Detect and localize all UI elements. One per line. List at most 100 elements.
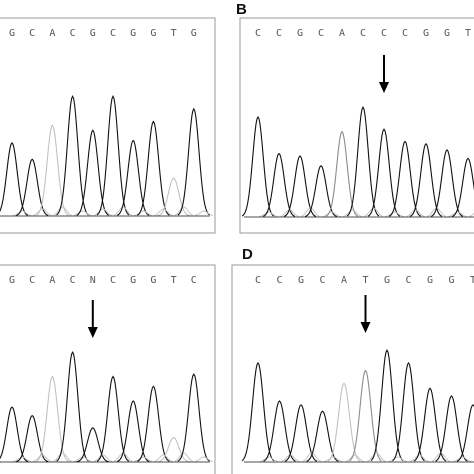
chromatogram-peak — [177, 107, 211, 216]
panel-c-traces — [0, 350, 214, 463]
chromatogram-peak — [0, 406, 29, 463]
background-signal — [53, 452, 72, 462]
chromatogram-peak — [116, 400, 150, 462]
chromatogram-peak — [456, 404, 474, 462]
background-signal — [53, 206, 72, 216]
base-call-letter: G — [448, 275, 454, 286]
chromatogram-peak — [451, 157, 474, 218]
base-call-letter: C — [276, 275, 282, 286]
base-call-letter: C — [70, 275, 76, 286]
chromatogram-peak — [392, 361, 425, 462]
panel-b-label: B — [236, 1, 247, 18]
panel-d: D C C G C A T G C G G T — [231, 246, 474, 474]
chromatogram-peak — [241, 115, 275, 217]
background-signal — [93, 454, 113, 462]
base-call-letter: C — [319, 275, 325, 286]
panel-a-traces — [0, 94, 214, 217]
base-call-letter: G — [130, 275, 136, 286]
base-call-letter: A — [49, 28, 55, 39]
chromatogram-peak — [304, 165, 338, 218]
base-call-letter: C — [110, 28, 116, 39]
panel-c-arrow — [87, 300, 98, 338]
background-signal — [33, 208, 52, 216]
base-call-letter: G — [423, 28, 429, 39]
arrow-head — [379, 82, 389, 93]
background-signal — [343, 209, 362, 217]
base-call-letter: G — [9, 275, 15, 286]
chromatogram-peak — [16, 414, 49, 463]
background-signal — [469, 212, 474, 217]
chromatogram-peak — [137, 120, 170, 216]
base-call-letter: T — [470, 275, 474, 286]
base-call-letter: C — [381, 28, 387, 39]
background-signal — [453, 456, 472, 463]
base-call-letter: G — [150, 28, 156, 39]
base-call-letter: T — [171, 28, 177, 39]
base-call-letter: C — [70, 28, 76, 39]
panel-b: B C C G C A C C C G G T — [236, 1, 474, 234]
background-signal — [134, 210, 153, 217]
base-call-letter: A — [339, 28, 345, 39]
chromatogram-peak — [76, 427, 109, 463]
base-call-letter: C — [255, 275, 261, 286]
base-call-letter: C — [318, 28, 324, 39]
chromatogram-peak — [36, 375, 69, 462]
chromatogram-peak — [56, 350, 89, 462]
base-call-letter: N — [90, 275, 96, 286]
background-signal — [174, 206, 193, 216]
base-call-letter: G — [384, 275, 390, 286]
panel-c-frame — [0, 264, 216, 474]
background-signal — [134, 456, 153, 463]
background-signal — [194, 456, 214, 463]
background-signal — [12, 456, 32, 463]
background-signal — [302, 452, 322, 462]
chromatogram-peak — [306, 410, 339, 462]
background-signal — [367, 452, 386, 462]
panel-b-traces — [241, 105, 474, 218]
base-call-letter: C — [402, 28, 408, 39]
background-signal — [364, 207, 383, 217]
background-signal — [194, 210, 214, 217]
arrow-head — [360, 322, 371, 333]
base-call-letter: T — [171, 275, 177, 286]
base-call-letter: C — [405, 275, 411, 286]
base-call-letter: T — [465, 28, 471, 39]
chromatogram-peak — [157, 177, 190, 217]
base-call-letter: C — [110, 275, 116, 286]
base-call-letter: G — [191, 28, 197, 39]
background-signal — [448, 211, 467, 218]
background-signal — [410, 454, 429, 462]
base-call-letter: G — [130, 28, 136, 39]
panel-d-arrow — [360, 295, 371, 333]
arrow-head — [87, 327, 98, 338]
base-call-letter: T — [362, 275, 368, 286]
background-signal — [174, 452, 193, 462]
base-call-letter: G — [298, 275, 304, 286]
base-call-letter: C — [191, 275, 197, 286]
background-signal — [301, 207, 320, 217]
panel-b-frame — [239, 17, 474, 234]
chromatogram-peak — [36, 124, 69, 216]
base-call-letter: G — [444, 28, 450, 39]
background-signal — [259, 211, 278, 218]
panel-a-frame — [0, 17, 216, 234]
background-signal — [93, 208, 113, 216]
chromatogram-peak — [325, 130, 359, 217]
base-call-letter: A — [341, 275, 347, 286]
chromatogram-peak — [241, 361, 275, 462]
base-call-letter: C — [360, 28, 366, 39]
background-signal — [33, 454, 52, 462]
background-signal — [406, 209, 425, 217]
background-signal — [113, 206, 133, 216]
base-call-letter: G — [150, 275, 156, 286]
base-call-letter: A — [49, 275, 55, 286]
background-signal — [388, 456, 407, 463]
background-signal — [12, 210, 32, 217]
base-call-letter: G — [297, 28, 303, 39]
